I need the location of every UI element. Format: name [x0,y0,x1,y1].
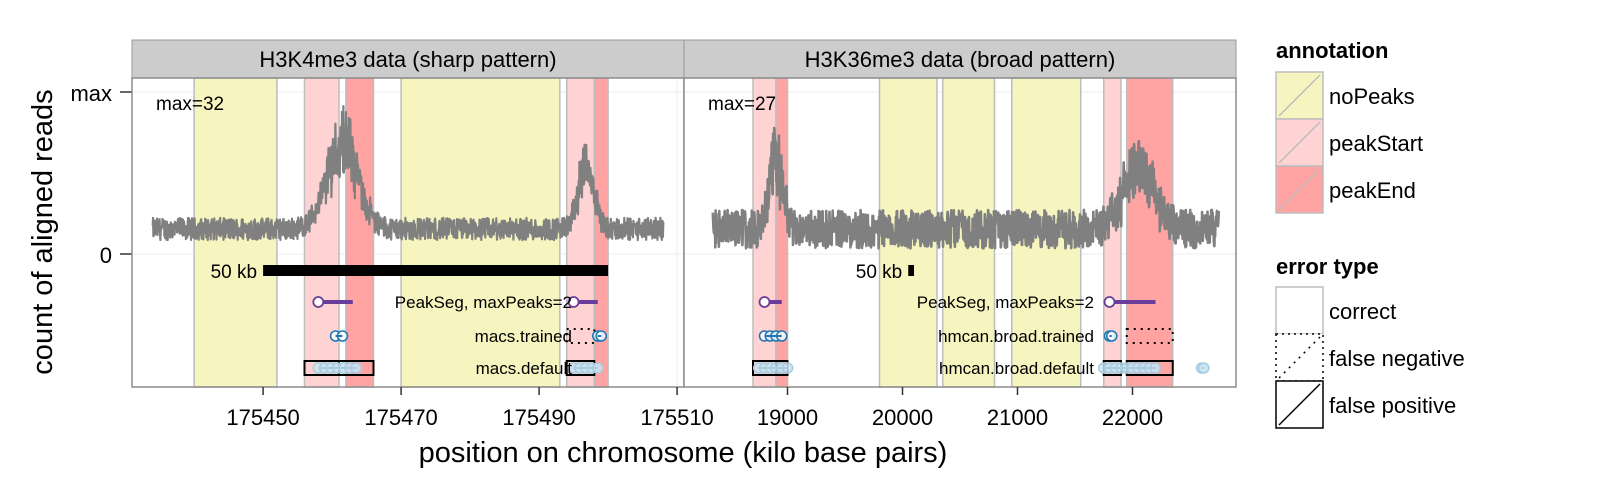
model-peak-start-point [312,296,325,308]
model-label: PeakSeg, maxPeaks=2 [395,293,572,312]
legend-label: peakStart [1329,131,1423,156]
x-tick-label: 21000 [987,405,1048,430]
y-axis-label: count of aligned reads [27,89,59,374]
coverage-signal [151,105,665,242]
x-tick-label: 19000 [757,405,818,430]
x-tick-label: 175490 [502,405,575,430]
panel-border [683,77,1237,388]
legend-label: false positive [1329,393,1456,418]
legend-label: false negative [1329,346,1465,371]
x-tick-label: 175510 [640,405,713,430]
model-peak-start-point [758,296,771,308]
x-axis-label: position on chromosome (kilo base pairs) [419,437,948,469]
error-false-negative [1125,328,1174,344]
legend-label: peakEnd [1329,178,1416,203]
model-peak-start-point [567,296,580,308]
panel-title: H3K4me3 data (sharp pattern) [259,47,556,72]
scale-bar [263,265,609,276]
model-label: macs.trained [475,327,572,346]
legend-key-slash [1278,383,1321,426]
model-peak-start-point [1103,296,1116,308]
max-label: max=27 [708,94,776,115]
x-tick-label: 175450 [226,405,299,430]
legend-key-error [1275,286,1324,335]
y-tick-label: max [70,81,112,106]
max-label: max=32 [156,94,224,115]
scale-bar-label: 50 kb [856,262,902,283]
panel-title: H3K36me3 data (broad pattern) [805,47,1116,72]
legend-key-slash [1278,168,1321,211]
scale-bar [908,265,914,276]
panel-strip [683,39,1237,79]
model-label: hmcan.broad.default [939,359,1094,378]
annotation-region-peakEnd [1126,77,1174,388]
legend-title: annotation [1276,38,1388,63]
y-tick-label: 0 [100,243,112,268]
model-label: hmcan.broad.trained [938,327,1094,346]
legend-key-slash [1278,121,1321,164]
legend-label: noPeaks [1329,84,1415,109]
model-label: PeakSeg, maxPeaks=2 [917,293,1094,312]
legend-key-slash [1278,74,1321,117]
scale-bar-label: 50 kb [211,262,257,283]
model-label: macs.default [476,359,573,378]
legend-title: error type [1276,254,1379,279]
x-tick-label: 175470 [364,405,437,430]
x-tick-label: 20000 [872,405,933,430]
x-tick-label: 22000 [1102,405,1163,430]
legend-label: correct [1329,299,1396,324]
coverage-signal [711,126,1221,250]
legend-key-slash [1278,336,1321,379]
panel-strip [131,39,685,79]
